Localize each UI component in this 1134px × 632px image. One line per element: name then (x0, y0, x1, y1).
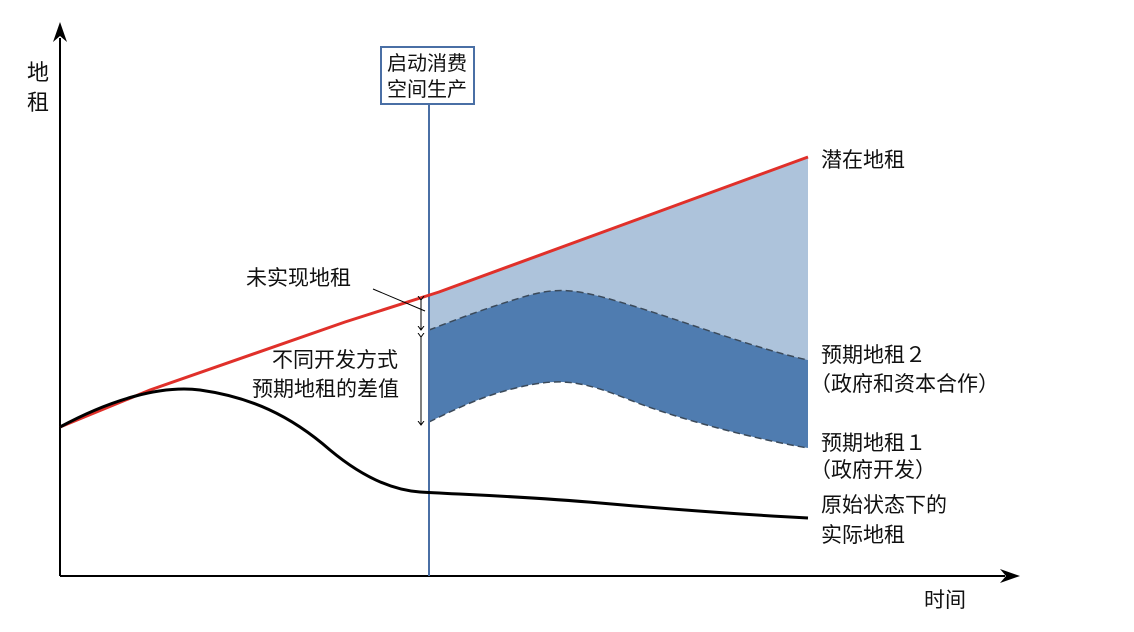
expected-rent-2-label-line1: 预期地租２ (821, 343, 926, 367)
light-band-area (429, 157, 808, 360)
difference-label-line1: 不同开发方式 (272, 348, 398, 372)
actual-rent-label-line1: 原始状态下的 (821, 493, 947, 517)
actual-rent-curve (59, 387, 809, 520)
marker-label-line2: 空间生产 (387, 77, 467, 101)
y-axis-label-char1: 地 (27, 61, 49, 86)
unrealized-rent-leader-line (372, 288, 426, 312)
expected-rent-2-label-line2: （政府和资本合作） (810, 372, 999, 396)
marker-label-box (380, 46, 475, 105)
expected-rent-1-label-line1: 预期地租１ (821, 431, 926, 455)
y-axis-label-char2: 租 (27, 91, 49, 116)
potential-rent-label: 潜在地租 (821, 148, 905, 172)
expected-rent-2-dashed-line (428, 289, 809, 361)
y-axis-arrowhead (53, 22, 67, 42)
marker-label-line1: 启动消费 (387, 51, 467, 75)
difference-label-line2: 预期地租的差值 (252, 377, 399, 401)
actual-rent-label-line2: 实际地租 (821, 523, 905, 547)
potential-rent-line (59, 155, 809, 429)
dark-band-area (429, 290, 808, 448)
expected-rent-1-dashed-line (428, 381, 809, 449)
x-axis-label: 时间 (924, 588, 966, 612)
unrealized-rent-label: 未实现地租 (246, 266, 351, 290)
x-axis-arrowhead (1000, 569, 1020, 583)
expected-rent-1-label-line2: （政府开发） (810, 458, 936, 482)
